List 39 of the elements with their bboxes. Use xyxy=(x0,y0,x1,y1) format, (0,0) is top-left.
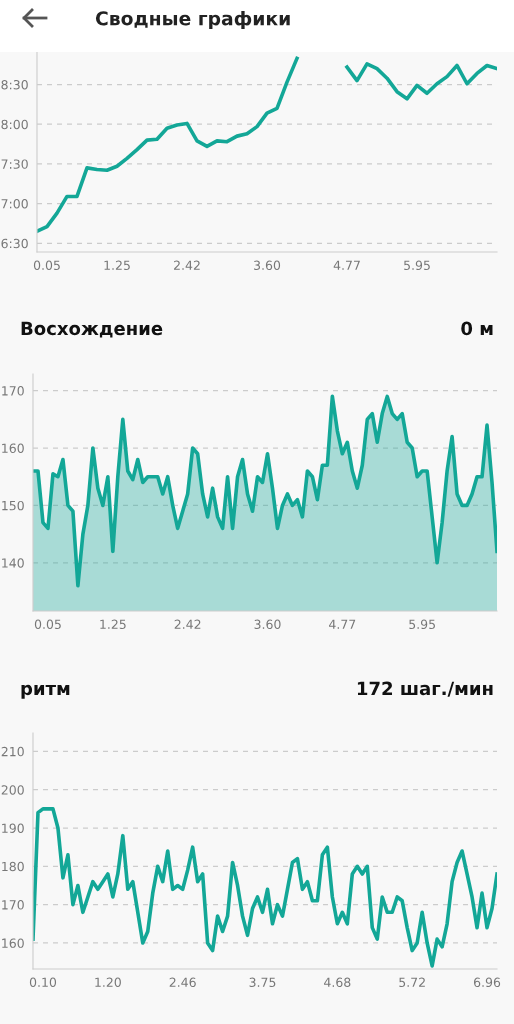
x-tick-label: 0.05 xyxy=(34,619,61,630)
x-tick-label: 0.10 xyxy=(29,977,57,988)
x-tick-label: 4.68 xyxy=(324,977,351,988)
y-tick-label: 210 xyxy=(1,746,24,757)
y-tick-label: 140 xyxy=(2,558,24,568)
y-tick-label: 200 xyxy=(1,785,24,795)
x-tick-label: 1.25 xyxy=(104,260,130,271)
text: 172 шаг./мин xyxy=(357,681,493,697)
y-tick-label: 7:00 xyxy=(1,199,28,209)
x-tick-label: 2.46 xyxy=(169,977,196,988)
y-tick-label: 170 xyxy=(2,386,24,396)
x-tick-label: 2.42 xyxy=(174,260,200,270)
y-tick-label: 170 xyxy=(2,900,24,910)
chart-title: Сводные графики xyxy=(95,10,290,30)
x-tick-label: 4.77 xyxy=(329,619,356,629)
chart-title: ритм xyxy=(21,684,70,699)
x-tick-label: 5.95 xyxy=(409,619,435,630)
x-tick-label: 1.20 xyxy=(95,977,121,988)
y-tick-label: 8:00 xyxy=(1,119,28,130)
x-tick-label: 4.77 xyxy=(333,260,360,270)
x-tick-label: 0.05 xyxy=(33,260,60,271)
x-tick-label: 3.75 xyxy=(249,977,276,988)
x-tick-label: 2.42 xyxy=(174,619,201,629)
x-tick-label: 5.72 xyxy=(399,977,425,988)
y-tick-label: 160 xyxy=(2,443,24,453)
y-tick-label: 190 xyxy=(2,823,24,833)
x-tick-label: 3.60 xyxy=(254,260,281,271)
y-tick-label: 8:30 xyxy=(1,80,28,90)
x-tick-label: 1.25 xyxy=(100,619,126,630)
x-tick-label: 5.95 xyxy=(404,260,430,271)
text: 0 м xyxy=(461,321,493,336)
x-tick-label: 3.60 xyxy=(254,619,281,630)
y-tick-label: 7:30 xyxy=(1,159,28,169)
y-tick-label: 180 xyxy=(2,861,24,872)
y-tick-label: 150 xyxy=(2,500,24,511)
y-tick-label: 160 xyxy=(2,938,24,948)
chart-title: Восхождение xyxy=(21,321,163,338)
y-tick-label: 6:30 xyxy=(1,238,28,249)
x-tick-label: 6.96 xyxy=(473,977,501,988)
